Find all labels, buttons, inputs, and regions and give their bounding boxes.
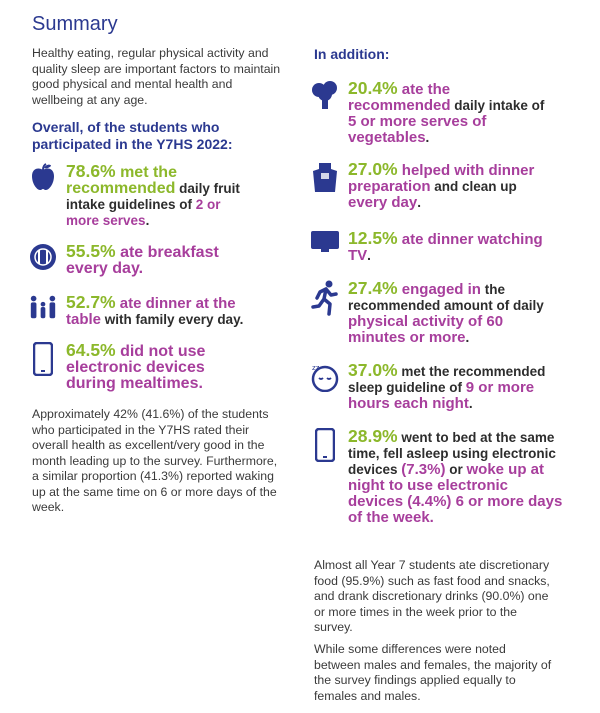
stat-tv: 12.5% ate dinner watching TV. xyxy=(310,229,580,264)
right-heading: In addition: xyxy=(314,46,390,62)
stat-family-dinner: 52.7% ate dinner at the table with famil… xyxy=(28,293,278,328)
smartphone-icon xyxy=(310,428,340,526)
apron-icon xyxy=(310,161,340,211)
stat-fruit: 78.6% met the recommended daily fruit in… xyxy=(28,162,278,229)
stat-vegetables: 20.4% ate the recommended daily intake o… xyxy=(310,79,580,146)
right-paragraph-2: While some differences were noted betwee… xyxy=(314,642,552,703)
intro-paragraph: Healthy eating, regular physical activit… xyxy=(32,46,281,107)
left-paragraph: Approximately 42% (41.6%) of the student… xyxy=(32,407,278,514)
stat-breakfast: 55.5% ate breakfast every day. xyxy=(28,242,278,277)
apple-icon xyxy=(28,163,58,229)
page-title: Summary xyxy=(32,13,118,35)
stat-dinner-prep: 27.0% helped with dinner preparation and… xyxy=(310,160,580,211)
svg-text:zz: zz xyxy=(312,364,320,372)
stat-no-devices: 64.5% did not use electronic devices dur… xyxy=(28,341,278,392)
stat-devices-bedtime: 28.9% went to bed at the same time, fell… xyxy=(310,427,580,526)
family-icon xyxy=(28,294,58,328)
stat-sleep: zz 37.0% met the recommended sleep guide… xyxy=(310,360,546,412)
broccoli-icon xyxy=(310,80,340,146)
left-heading: Overall, of the students who participate… xyxy=(32,119,233,152)
smartphone-icon xyxy=(28,342,58,392)
sleeping-face-icon: zz xyxy=(310,362,340,412)
plate-cutlery-icon xyxy=(28,243,58,277)
right-paragraph-1: Almost all Year 7 students ate discretio… xyxy=(314,558,550,634)
stat-physical-activity: 27.4% engaged in the recommended amount … xyxy=(310,279,580,346)
runner-icon xyxy=(310,280,340,346)
tv-icon xyxy=(310,230,340,264)
